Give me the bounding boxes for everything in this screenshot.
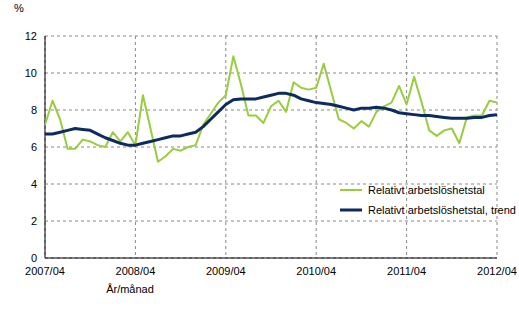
- x-tick-label: 2009/04: [206, 265, 246, 277]
- grid-line: [45, 73, 497, 74]
- grid-line: [225, 36, 226, 258]
- grid-line: [45, 110, 497, 111]
- grid-line: [406, 36, 407, 258]
- grid-line: [45, 147, 497, 148]
- y-tick-label: 10: [25, 67, 37, 79]
- y-tick-label: 2: [31, 215, 37, 227]
- grid-line: [45, 221, 497, 222]
- x-tick-label: 2008/04: [116, 265, 156, 277]
- series-line: [45, 56, 497, 161]
- series-line: [45, 93, 497, 145]
- grid-line: [45, 36, 46, 258]
- x-axis-label: År/månad: [106, 283, 154, 295]
- x-axis: [45, 258, 497, 259]
- legend-label: Relativt arbetslöshetstal: [368, 184, 485, 196]
- legend-swatch: [340, 189, 362, 191]
- grid-line: [135, 36, 136, 258]
- grid-line: [497, 36, 498, 258]
- x-tick-label: 2010/04: [296, 265, 336, 277]
- x-tick-label: 2011/04: [387, 265, 426, 277]
- y-axis-label: %: [14, 2, 24, 14]
- y-tick-label: 8: [31, 104, 37, 116]
- x-tick-label: 2012/04: [477, 265, 517, 277]
- y-tick-label: 6: [31, 141, 37, 153]
- plot-area: [45, 56, 497, 161]
- y-axis: [45, 36, 46, 258]
- legend-label: Relativt arbetslöshetstal, trend: [368, 204, 516, 216]
- grid-line: [316, 36, 317, 258]
- chart: 0 2 4 6 8 10 12 2007/04 2008/04 2009/04 2010/04 201…: [0, 0, 519, 312]
- y-tick-label: 12: [25, 30, 37, 42]
- y-tick-label: 4: [31, 178, 37, 190]
- grid-line: [45, 36, 497, 37]
- x-tick-label: 2007/04: [25, 265, 65, 277]
- y-tick-label: 0: [31, 252, 37, 264]
- legend-swatch: [340, 209, 362, 212]
- grid-line: [45, 258, 497, 259]
